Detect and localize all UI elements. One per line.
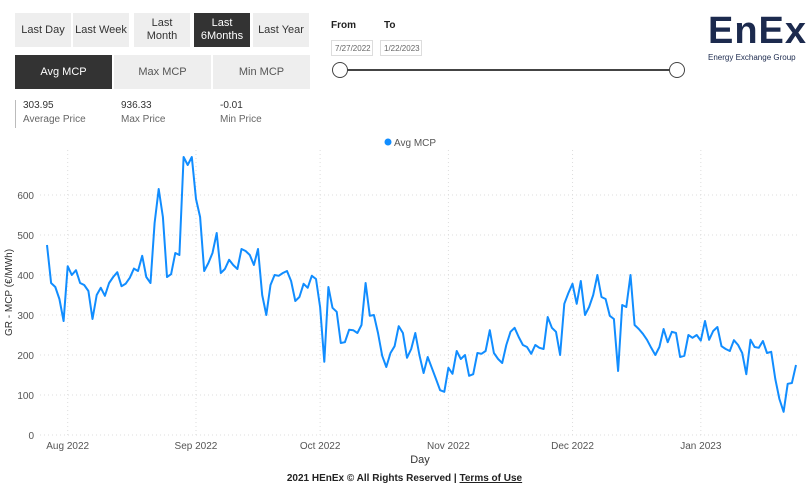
price-line-chart: 0 100 200 300 400 500 600 Aug 2022 Sep 2022 Oct 2…: [4, 138, 800, 466]
enex-logo-subtitle: Energy Exchange Group: [708, 53, 796, 62]
footer: 2021 HEnEx © All Rights Reserved | Terms…: [0, 473, 809, 484]
period-button-3[interactable]: Last 6Months: [194, 13, 251, 47]
x-tick-label: Oct 2022: [300, 441, 341, 452]
y-tick-label: 400: [17, 271, 34, 282]
to-label: To: [384, 20, 396, 31]
x-tick-label: Dec 2022: [551, 441, 594, 452]
x-axis-title: Day: [410, 454, 430, 466]
stats-divider: [15, 100, 16, 128]
y-tick-label: 300: [17, 311, 34, 322]
max-price-label: Max Price: [121, 114, 166, 125]
y-tick-label: 0: [28, 431, 34, 442]
period-button-1[interactable]: Last Week: [73, 13, 130, 47]
x-tick-label: Nov 2022: [427, 441, 470, 452]
y-tick-label: 200: [17, 351, 34, 362]
min-price-value: -0.01: [220, 100, 243, 111]
y-axis-title: GR - MCP (€/MWh): [4, 249, 15, 336]
series-line-avg-mcp: [46, 156, 797, 413]
metric-button-0[interactable]: Avg MCP: [15, 55, 113, 89]
to-date-input[interactable]: 1/22/2023: [380, 40, 422, 56]
x-tick-label: Sep 2022: [175, 441, 218, 452]
x-tick-label: Aug 2022: [46, 441, 89, 452]
period-button-0[interactable]: Last Day: [15, 13, 72, 47]
date-range-end-handle[interactable]: [669, 62, 685, 78]
from-date-input[interactable]: 7/27/2022: [331, 40, 373, 56]
y-tick-label: 600: [17, 191, 34, 202]
metric-button-1[interactable]: Max MCP: [114, 55, 212, 89]
date-range-slider-track[interactable]: [340, 69, 677, 71]
max-price-stat: 936.33 Max Price: [121, 100, 165, 125]
y-tick-label: 500: [17, 231, 34, 242]
average-price-label: Average Price: [23, 114, 86, 125]
x-tick-label: Jan 2023: [680, 441, 722, 452]
metric-button-2[interactable]: Min MCP: [213, 55, 311, 89]
min-price-stat: -0.01 Min Price: [220, 100, 262, 125]
from-label: From: [331, 20, 356, 31]
average-price-stat: 303.95 Average Price: [23, 100, 86, 125]
average-price-value: 303.95: [23, 100, 54, 111]
period-button-4[interactable]: Last Year: [253, 13, 310, 47]
legend-label: Avg MCP: [394, 138, 436, 149]
min-price-label: Min Price: [220, 114, 262, 125]
legend-marker: [384, 138, 392, 146]
terms-of-use-link[interactable]: Terms of Use: [459, 473, 523, 484]
max-price-value: 936.33: [121, 100, 152, 111]
date-range-start-handle[interactable]: [332, 62, 348, 78]
y-tick-label: 100: [17, 391, 34, 402]
enex-logo: EnEx: [708, 10, 808, 52]
footer-copyright: 2021 HEnEx © All Rights Reserved |: [286, 473, 460, 484]
period-button-2[interactable]: Last Month: [134, 13, 191, 47]
